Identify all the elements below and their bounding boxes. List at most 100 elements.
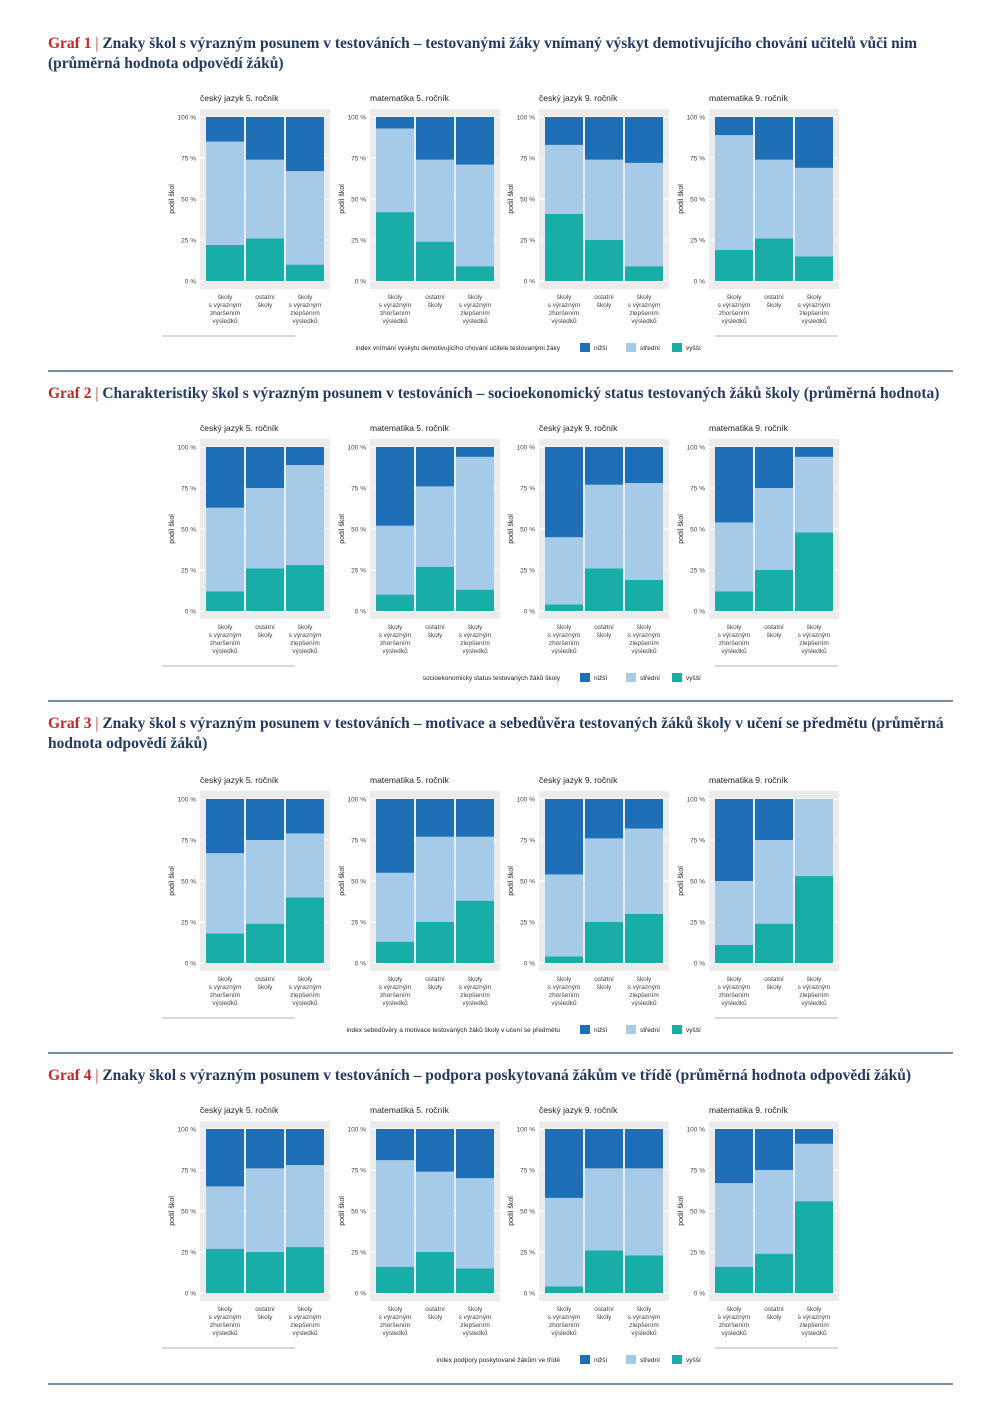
y-tick-label: 25 % (520, 238, 535, 245)
x-tick-label-line: s výrazným (798, 632, 831, 639)
x-tick-label-line: s výrazným (459, 302, 492, 309)
graph-number: Graf 1 (48, 35, 92, 52)
x-tick-label-line: školy (597, 984, 613, 991)
y-tick-label: 25 % (690, 1250, 705, 1257)
x-tick-label-line: s výrazným (459, 984, 492, 991)
x-tick-label-line: ostatní (425, 624, 445, 631)
divider (48, 700, 953, 702)
graph-title-text: Znaky škol s výrazným posunem v testován… (48, 35, 918, 72)
bar-segment-stredni (246, 840, 284, 924)
bar-segment-stredni (625, 162, 663, 267)
y-tick-label: 50 % (181, 879, 196, 886)
y-tick-label: 75 % (351, 486, 366, 493)
graph-number: Graf 4 (48, 1067, 92, 1084)
y-tick-label: 100 % (517, 445, 536, 452)
chart-panel: český jazyk 9. ročník 0 % 25 % 50 % 75 % 100 … (508, 423, 669, 655)
bar-segment-nizsi (286, 799, 324, 834)
bar-segment-nizsi (625, 117, 663, 163)
x-tick-label-line: zlepšením (460, 992, 490, 999)
y-axis-label: podíl škol (339, 866, 346, 896)
bar-segment-nizsi (795, 1129, 833, 1144)
bar-segment-stredni (416, 1171, 454, 1252)
chart-panel: matematika 5. ročník 0 % 25 % 50 % 75 % 100 %… (339, 1105, 500, 1337)
x-tick-label-line: školy (428, 632, 444, 639)
x-tick-label-line: zhoršením (549, 640, 579, 647)
bar-segment-nizsi (206, 799, 244, 854)
y-tick-label: 0 % (524, 1291, 535, 1298)
y-tick-label: 0 % (694, 1291, 705, 1298)
legend-title: index vnímání výskytu demotivujícího cho… (356, 345, 561, 352)
x-tick-label-line: školy (637, 294, 653, 301)
legend-label: nižší (594, 345, 608, 352)
legend-swatch-vyssi (672, 343, 682, 352)
bar-segment-nizsi (755, 799, 793, 840)
x-tick-label-line: zhoršením (719, 640, 749, 647)
x-tick-label-line: zlepšením (629, 992, 659, 999)
bar-segment-stredni (376, 872, 414, 942)
bar-segment-vyssi (795, 1201, 833, 1293)
bar-segment-stredni (416, 836, 454, 922)
bar-segment-vyssi (755, 1253, 793, 1293)
x-tick-label-line: zhoršením (549, 310, 579, 317)
bar-segment-nizsi (246, 447, 284, 488)
x-tick-label: školy s výrazným zlepšením výsledků (289, 1306, 322, 1337)
y-tick-label: 75 % (520, 1168, 535, 1175)
x-tick-label: školy s výrazným zlepšením výsledků (628, 1306, 661, 1337)
y-tick-label: 75 % (520, 156, 535, 163)
bar-segment-nizsi (715, 799, 753, 881)
x-tick-label-line: s výrazným (379, 1314, 412, 1321)
x-tick-label-line: školy (388, 624, 404, 631)
bar-segment-nizsi (416, 1129, 454, 1172)
legend-label: nižší (594, 675, 608, 682)
x-tick-label-line: zlepšením (799, 992, 829, 999)
y-axis-label: podíl škol (508, 1196, 515, 1226)
x-tick-label-line: školy (767, 302, 783, 309)
x-tick-label-line: školy (388, 976, 404, 983)
y-tick-label: 25 % (181, 920, 196, 927)
bar-segment-stredni (795, 1143, 833, 1202)
bar-segment-vyssi (545, 1286, 583, 1293)
bar-segment-vyssi (585, 568, 623, 611)
x-tick-label: ostatní školy (764, 976, 784, 991)
x-tick-label: školy s výrazným zhoršením výsledků (209, 976, 242, 1007)
x-tick-label: ostatní školy (764, 294, 784, 309)
x-tick-label: ostatní školy (764, 1306, 784, 1321)
x-tick-label-line: výsledků (292, 1329, 318, 1337)
y-tick-label: 0 % (355, 961, 366, 968)
x-tick-label: školy s výrazným zlepšením výsledků (289, 624, 322, 655)
bar-segment-stredni (755, 1170, 793, 1254)
y-tick-label: 50 % (351, 1209, 366, 1216)
chart-panel: matematika 9. ročník 0 % 25 % 50 % 75 % 100 %… (678, 775, 839, 1007)
bar-segment-nizsi (625, 799, 663, 829)
bar-segment-nizsi (206, 1129, 244, 1187)
y-tick-label: 75 % (351, 838, 366, 845)
bar-segment-nizsi (206, 117, 244, 142)
x-tick-label-line: s výrazným (798, 1314, 831, 1321)
legend-swatch-stredni (626, 1025, 636, 1034)
bar-segment-nizsi (585, 117, 623, 160)
y-tick-label: 100 % (178, 445, 197, 452)
bar-segment-nizsi (416, 799, 454, 837)
x-tick-label-line: zhoršením (210, 310, 240, 317)
legend-label: vyšší (686, 1027, 701, 1034)
bar-segment-vyssi (246, 1252, 284, 1293)
x-tick-label-line: s výrazným (459, 632, 492, 639)
y-axis-label: podíl škol (169, 866, 176, 896)
x-tick-label-line: s výrazným (628, 632, 661, 639)
chart-graf-2: český jazyk 5. ročník 0 % 25 % 50 % 75 % 100 … (162, 423, 839, 682)
x-tick-label-line: ostatní (594, 294, 614, 301)
bar-segment-nizsi (755, 447, 793, 488)
bar-segment-vyssi (715, 944, 753, 963)
x-tick-label: školy s výrazným zhoršením výsledků (209, 624, 242, 655)
x-tick-label-line: školy (388, 1306, 404, 1313)
y-tick-label: 50 % (520, 879, 535, 886)
x-tick-label-line: školy (218, 294, 234, 301)
x-tick-label-line: výsledků (292, 999, 318, 1007)
x-tick-label-line: výsledků (462, 647, 488, 655)
bar-segment-stredni (376, 1160, 414, 1267)
x-tick-label-line: ostatní (255, 976, 275, 983)
x-tick-label-line: ostatní (764, 624, 784, 631)
legend: index vnímání výskytu demotivujícího cho… (162, 335, 838, 352)
bar-segment-stredni (206, 507, 244, 592)
bar-segment-stredni (585, 838, 623, 922)
